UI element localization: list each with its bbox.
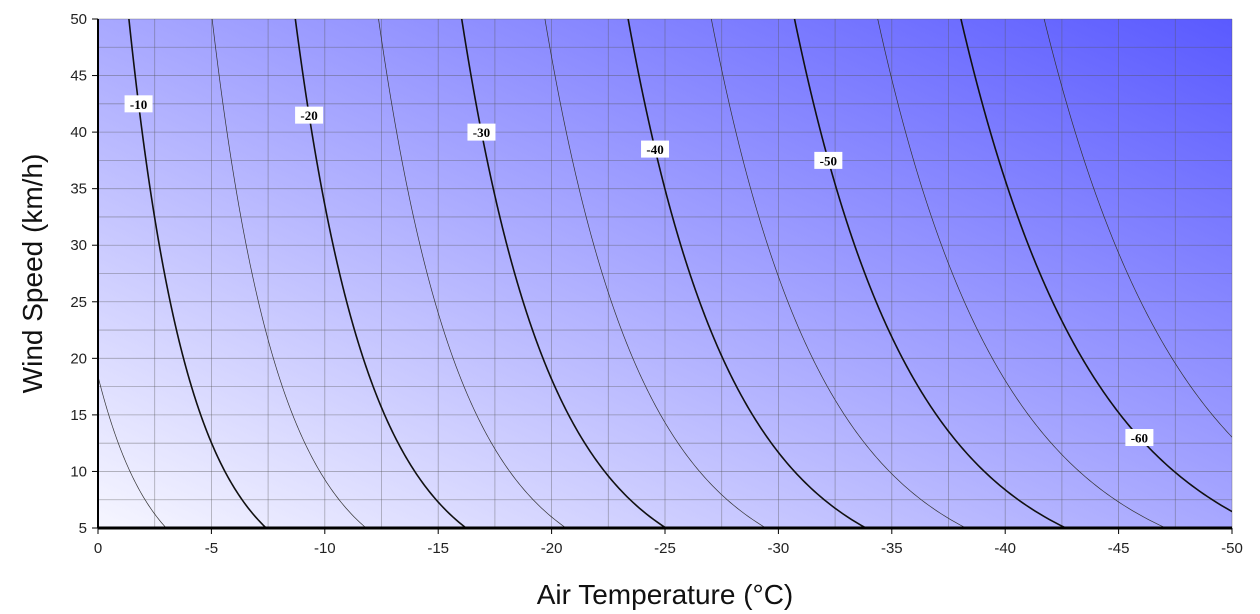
x-tick-label: -45 [1108,540,1130,557]
contour-line-minor [710,19,967,528]
contour-line-major [627,19,868,528]
contour-label: -20 [295,106,324,124]
x-tick-label: -25 [654,540,676,557]
contour-label: -50 [814,151,843,169]
contour-label-text: -60 [1131,431,1148,446]
x-tick-label: -15 [427,540,449,557]
contour-line-minor [98,374,167,528]
contour-label-box [295,106,324,124]
y-tick-label: 25 [70,294,87,311]
contour-line-minor [544,19,767,528]
x-tick-label: -30 [768,540,790,557]
contour-label-text: -50 [820,153,837,168]
x-tick-label: -20 [541,540,563,557]
contour-line-major [960,19,1232,513]
plot-background [98,19,1232,528]
contour-line-minor [1043,19,1232,438]
y-tick-label: 20 [70,350,87,367]
contour-label-box [814,151,843,169]
tick-labels: 0 -5 -10 -15 -20 -25 -30 -35 -40 -45 -50 5 10 15 20 25 3… [70,11,1243,557]
x-tick-label: -40 [994,540,1016,557]
y-tick-label: 5 [79,520,87,537]
contour-label: -40 [641,140,670,158]
y-tick-label: 30 [70,237,87,254]
contour-label-box [641,140,670,158]
contour-label: -10 [124,95,153,113]
y-tick-label: 45 [70,68,87,85]
contour-label: -60 [1125,429,1154,447]
contour-label-text: -40 [646,142,663,157]
contour-labels: -10 -20 -30 -40 -50 -60 [124,95,1154,447]
contour-line-major [294,19,468,528]
contour-line-major [460,19,668,528]
grid [97,18,1233,529]
y-tick-label: 15 [70,407,87,424]
contour-line-major [793,19,1068,528]
y-tick-label: 10 [70,463,87,480]
x-tick-label: -10 [314,540,336,557]
contour-label: -30 [467,123,496,141]
contour-label-text: -10 [130,97,147,112]
y-tick-label: 40 [70,124,87,141]
contour-line-minor [378,19,567,528]
x-tick-label: -5 [205,540,218,557]
y-tick-label: 35 [70,181,87,198]
contour-label-text: -30 [473,125,490,140]
x-tick-label: 0 [94,540,102,557]
contour-label-box [124,95,153,113]
contour-label-text: -20 [300,108,317,123]
contour-label-box [467,123,496,141]
x-tick-label: -50 [1221,540,1243,557]
x-axis-label: Air Temperature (°C) [537,579,794,610]
contour-label-box [1125,429,1154,447]
contour-line-minor [211,19,367,528]
x-tick-label: -35 [881,540,903,557]
y-axis-label: Wind Speed (km/h) [17,154,48,394]
contour-lines [98,19,1232,528]
contour-line-minor [877,19,1167,528]
y-tick-label: 50 [70,11,87,28]
